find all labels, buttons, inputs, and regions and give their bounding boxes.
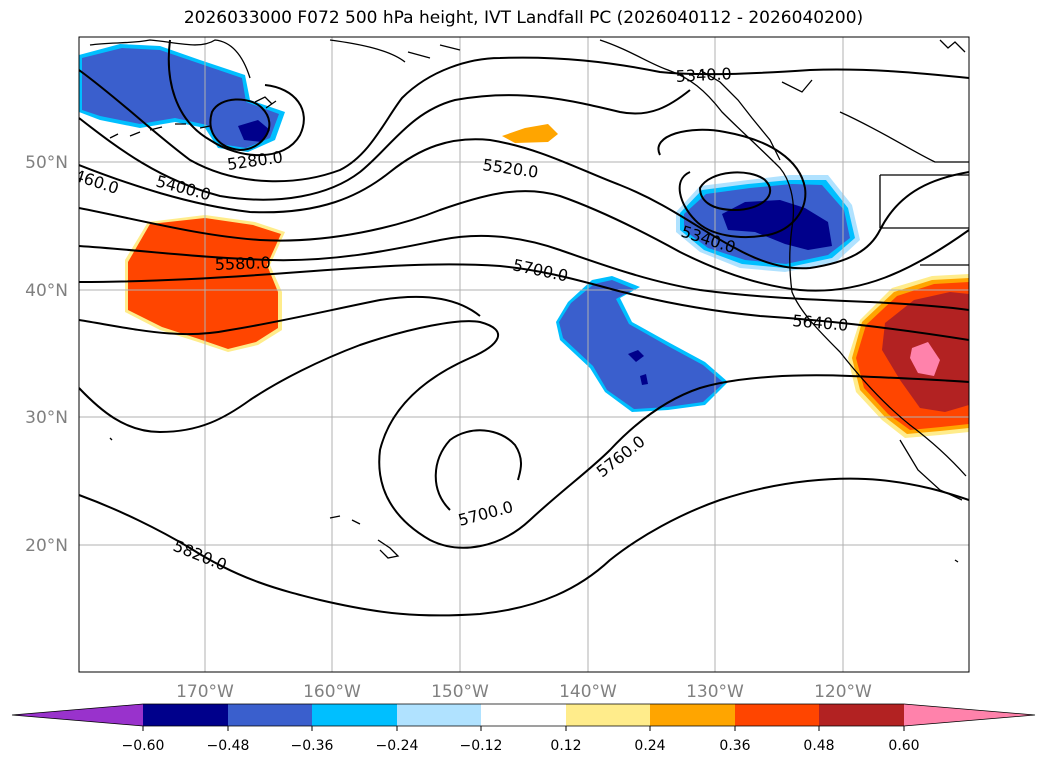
colorbar-tick-label: 0.12	[550, 738, 581, 754]
colorbar-tick-label: −0.60	[122, 738, 165, 754]
negative-anomaly-subtropical	[556, 276, 728, 412]
map-plot-area: 5340.0 5280.0 460.0 5400.0 5520.0 5580.0…	[79, 37, 969, 672]
colorbar-segment	[650, 704, 735, 726]
lon-label-130w: 130°W	[686, 682, 744, 702]
latitude-labels: 50°N 40°N 30°N 20°N	[25, 153, 68, 556]
colorbar-segment	[819, 704, 904, 726]
height-contours	[79, 39, 969, 617]
lon-label-150w: 150°W	[431, 682, 489, 702]
colorbar-extend-high	[904, 704, 1035, 726]
graticule	[79, 37, 969, 672]
positive-anomaly-california	[848, 274, 969, 438]
colorbar-segment	[143, 704, 228, 726]
colorbar-ticks	[142, 726, 905, 731]
lat-label-20n: 20°N	[25, 536, 68, 556]
lat-label-40n: 40°N	[25, 281, 68, 301]
colorbar-tick-label: −0.48	[207, 738, 250, 754]
colorbar-tick-label: 0.48	[803, 738, 834, 754]
colorbar-tick-label: 0.60	[888, 738, 919, 754]
colorbar-tick-label: −0.36	[291, 738, 334, 754]
contour-label: 5640.0	[792, 311, 849, 335]
lat-label-50n: 50°N	[25, 153, 68, 173]
lon-label-160w: 160°W	[303, 682, 361, 702]
lat-label-30n: 30°N	[25, 408, 68, 428]
colorbar-segment	[312, 704, 397, 726]
map-title: 2026033000 F072 500 hPa height, IVT Land…	[183, 8, 864, 28]
colorbar-tick-label: 0.36	[719, 738, 750, 754]
lon-label-140w: 140°W	[559, 682, 617, 702]
colorbar-segment	[397, 704, 481, 726]
negative-anomaly-bering	[79, 44, 285, 152]
contour-label: 5340.0	[675, 64, 732, 86]
longitude-labels: 170°W 160°W 150°W 140°W 130°W 120°W	[176, 682, 872, 702]
colorbar-tick-label: 0.24	[634, 738, 665, 754]
colorbar-segment	[228, 704, 312, 726]
map-frame	[78, 36, 970, 673]
negative-anomaly-pacific-northwest	[676, 175, 860, 272]
colorbar-tick-label: −0.12	[460, 738, 503, 754]
colorbar-segment	[735, 704, 819, 726]
colorbar: −0.60 −0.48 −0.36 −0.24 −0.12 0.12 0.24 …	[11, 703, 1036, 754]
colorbar-tick-label: −0.24	[376, 738, 419, 754]
colorbar-segment	[566, 704, 650, 726]
colorbar-extend-low	[12, 704, 143, 726]
lon-label-120w: 120°W	[814, 682, 872, 702]
colorbar-segment	[481, 704, 566, 726]
positive-anomaly-small	[502, 124, 558, 143]
contour-label: 5580.0	[214, 253, 271, 274]
lon-label-170w: 170°W	[176, 682, 234, 702]
